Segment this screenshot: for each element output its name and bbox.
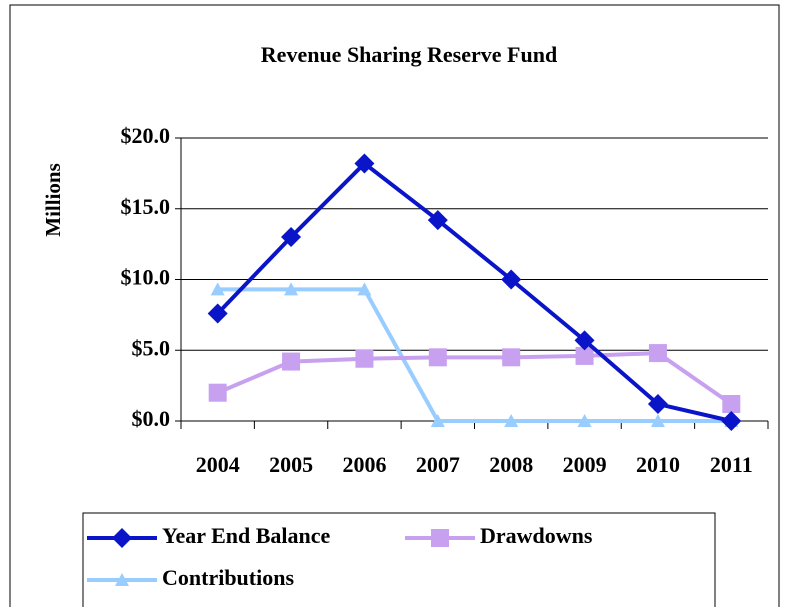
marker [650,414,665,427]
marker [282,352,301,371]
y-tick-label: $10.0 [121,265,171,290]
x-tick-label: 2010 [636,452,680,477]
legend-label: Year End Balance [162,523,331,548]
marker [284,282,299,296]
marker [647,394,668,415]
legend-label: Contributions [162,565,294,590]
x-tick-label: 2007 [416,452,460,477]
marker [112,528,132,548]
x-tick-label: 2011 [710,452,753,477]
marker [210,282,225,296]
marker [722,395,741,414]
x-tick-label: 2009 [563,452,607,477]
x-tick-label: 2006 [342,452,386,477]
y-tick-label: $20.0 [121,123,171,148]
marker [648,344,667,363]
marker [502,348,521,367]
marker [431,529,449,547]
marker [208,383,227,402]
marker [501,269,522,290]
legend-label: Drawdowns [480,523,593,548]
marker [207,303,228,324]
marker [574,330,595,351]
x-tick-label: 2005 [269,452,313,477]
marker [575,346,594,365]
marker [354,153,375,174]
series-line [216,351,733,406]
y-tick-label: $15.0 [121,194,171,219]
marker [115,573,129,586]
chart-border [9,4,780,607]
marker [504,414,519,427]
series-line [217,287,732,423]
x-tick-label: 2004 [196,452,240,477]
y-tick-label: $0.0 [132,406,171,431]
marker [355,349,374,368]
legend-box [82,512,716,607]
marker [577,414,592,427]
marker [357,282,372,296]
marker [721,411,742,431]
marker [430,414,445,427]
x-tick-label: 2008 [489,452,533,477]
y-tick-label: $5.0 [132,335,171,360]
chart-title: Revenue Sharing Reserve Fund [261,42,557,67]
series-line [216,160,732,423]
marker [428,348,447,367]
marker [281,227,302,248]
marker [427,210,448,231]
y-axis-label: Millions [41,163,65,237]
